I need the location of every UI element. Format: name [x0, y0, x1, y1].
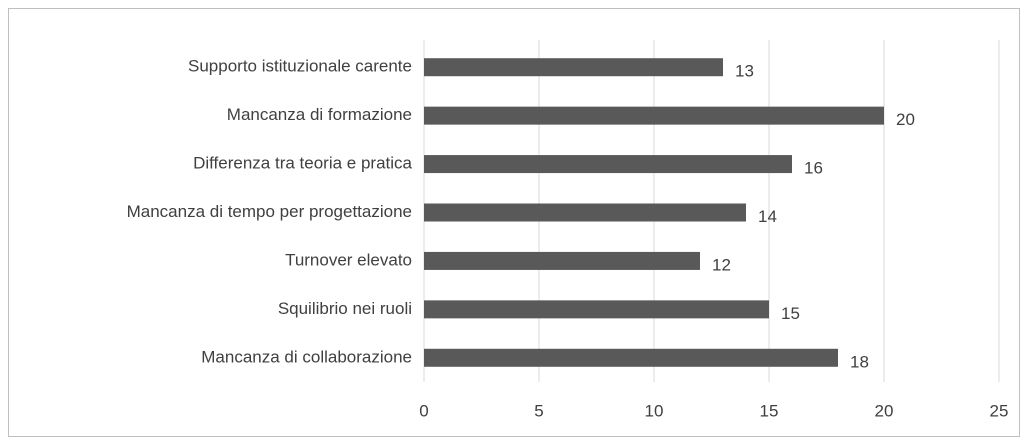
y-tick-label: Mancanza di collaborazione — [201, 347, 412, 366]
y-tick-label: Turnover elevato — [285, 250, 412, 269]
data-label: 16 — [804, 159, 823, 178]
x-tick-label: 25 — [990, 401, 1009, 420]
y-tick-label: Mancanza di formazione — [227, 105, 412, 124]
bar — [424, 203, 746, 222]
bar — [424, 300, 769, 319]
x-tick-label: 15 — [760, 401, 779, 420]
x-tick-label: 0 — [419, 401, 428, 420]
bar — [424, 155, 792, 174]
bar — [424, 251, 700, 270]
bar — [424, 348, 838, 367]
data-label: 14 — [758, 207, 777, 226]
data-label: 12 — [712, 255, 731, 274]
x-tick-label: 10 — [645, 401, 664, 420]
x-tick-label: 5 — [534, 401, 543, 420]
data-label: 20 — [896, 110, 915, 129]
bar — [424, 58, 723, 77]
data-label: 13 — [735, 62, 754, 81]
y-tick-label: Differenza tra teoria e pratica — [193, 154, 412, 173]
data-label: 18 — [850, 352, 869, 371]
y-tick-label: Supporto istituzionale carente — [188, 57, 412, 76]
bar — [424, 106, 884, 125]
y-tick-label: Squilibrio nei ruoli — [278, 299, 412, 318]
y-tick-label: Mancanza di tempo per progettazione — [127, 202, 412, 221]
x-tick-label: 20 — [875, 401, 894, 420]
data-label: 15 — [781, 304, 800, 323]
